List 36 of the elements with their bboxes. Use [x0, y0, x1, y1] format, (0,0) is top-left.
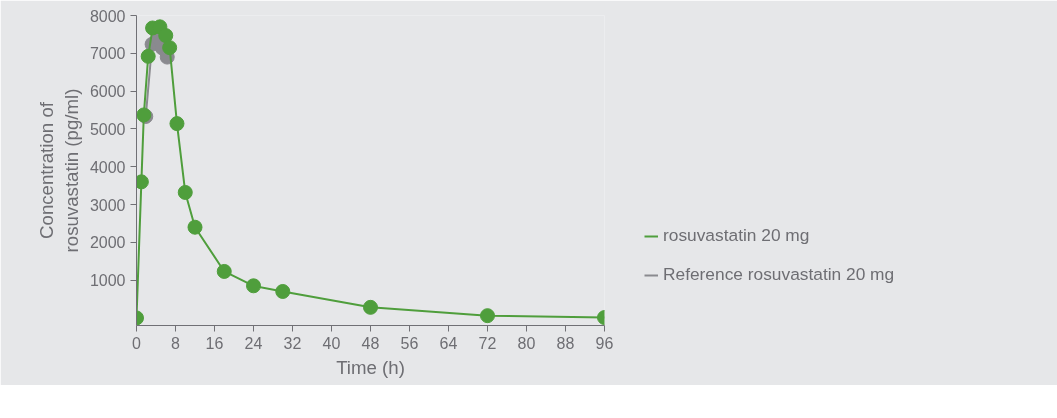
point — [275, 283, 291, 299]
y-tick-label: 7000 — [89, 45, 126, 63]
point — [246, 278, 261, 294]
legend-label: Reference rosuvastatin 20 mg — [663, 264, 895, 285]
point — [363, 299, 378, 315]
y-tick-label: 1000 — [89, 272, 126, 290]
y-tick-label: 3000 — [89, 196, 126, 214]
x-tick-label: 40 — [322, 334, 341, 352]
y-tick-label: 4000 — [89, 158, 126, 176]
point — [169, 116, 185, 132]
y-tick-label: 6000 — [89, 83, 126, 101]
y-tick-label: 8000 — [89, 7, 126, 25]
point — [177, 184, 193, 200]
point — [158, 28, 174, 44]
x-tick-label: 8 — [171, 334, 181, 352]
point — [162, 40, 178, 56]
x-tick-label: 48 — [361, 334, 380, 352]
point — [480, 308, 495, 324]
y-axis-title: Concentration of rosuvastatin (pg/ml) — [35, 88, 82, 253]
x-tick-label: 24 — [244, 334, 263, 352]
x-tick-label: 0 — [132, 334, 142, 352]
point — [140, 48, 156, 64]
legend-label: rosuvastatin 20 mg — [663, 225, 810, 246]
x-tick-label: 32 — [283, 334, 302, 352]
x-tick-label: 64 — [439, 334, 458, 352]
x-axis-title: Time (h) — [336, 356, 405, 378]
x-tick-label: 88 — [556, 334, 575, 352]
y-tick-label: 5000 — [89, 120, 126, 138]
x-tick-label: 56 — [400, 334, 419, 352]
x-tick-label: 96 — [595, 334, 614, 352]
y-tick-label: 2000 — [89, 234, 126, 252]
x-tick-label: 16 — [205, 334, 224, 352]
point — [216, 263, 232, 279]
x-tick-label: 80 — [517, 334, 536, 352]
point — [187, 219, 203, 235]
x-tick-label: 72 — [478, 334, 497, 352]
